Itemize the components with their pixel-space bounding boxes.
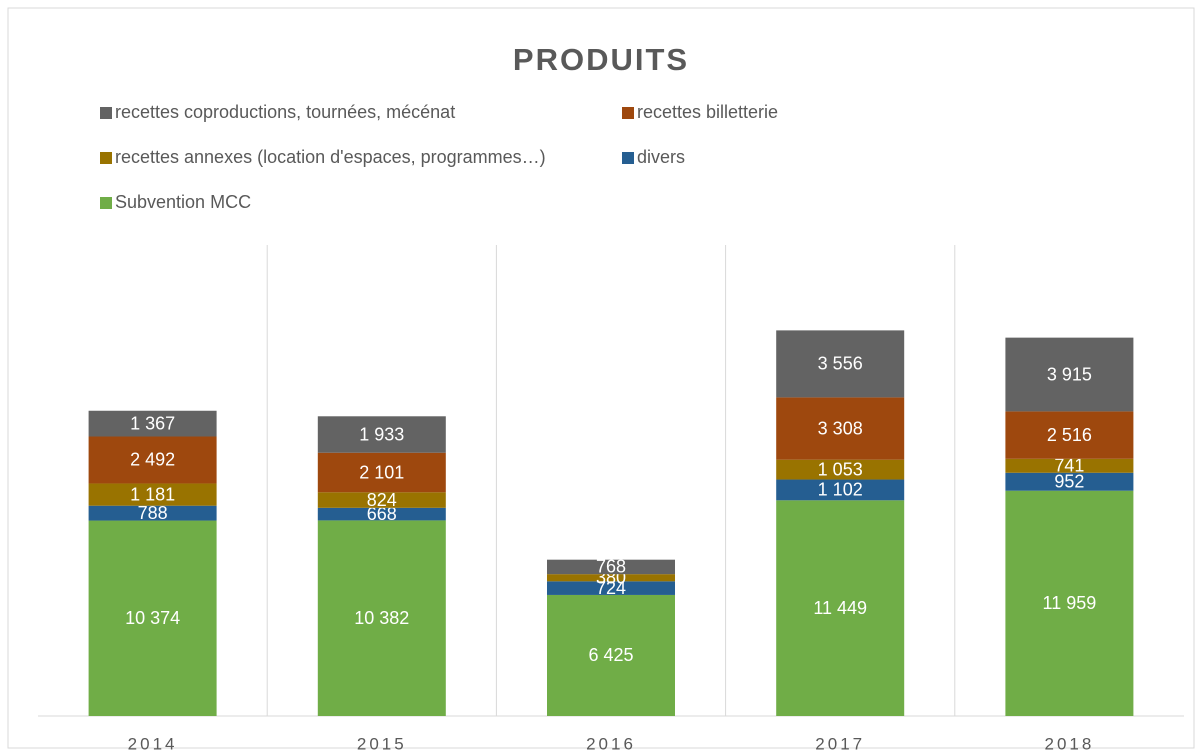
data-label: 2 492 — [130, 450, 175, 470]
legend-swatch — [100, 107, 112, 119]
bar-segment — [776, 500, 905, 716]
bar-segment — [776, 397, 905, 460]
bar-segment — [1005, 337, 1134, 412]
bar-segment — [776, 330, 905, 398]
bar-segment — [317, 492, 446, 508]
bar-segment — [88, 520, 217, 716]
legend-swatch — [622, 107, 634, 119]
data-label: 3 308 — [818, 418, 863, 438]
bar-segment — [776, 459, 905, 480]
data-label: 768 — [596, 557, 626, 577]
data-label: 2 101 — [359, 462, 404, 482]
data-label: 724 — [596, 578, 626, 598]
bar-segment — [547, 574, 675, 582]
data-label: 788 — [138, 503, 168, 523]
bar-segment — [1005, 458, 1134, 473]
data-label: 1 102 — [818, 480, 863, 500]
legend-swatch — [100, 152, 112, 164]
legend-swatch — [100, 197, 112, 209]
chart-title: PRODUITS — [513, 42, 689, 77]
bar-segment — [1005, 411, 1134, 459]
legend-swatch — [622, 152, 634, 164]
data-label: 1 933 — [359, 424, 404, 444]
x-tick-label: 2014 — [128, 734, 178, 753]
bar-segment — [1005, 490, 1134, 716]
data-label: 668 — [367, 504, 397, 524]
legend-label: divers — [637, 147, 685, 167]
bar-segment — [88, 436, 217, 484]
x-tick-label: 2018 — [1044, 734, 1094, 753]
data-label: 1 053 — [818, 459, 863, 479]
data-label: 3 915 — [1047, 364, 1092, 384]
data-label: 11 449 — [813, 598, 867, 618]
bar-segment — [88, 410, 217, 437]
legend-label: recettes annexes (location d'espaces, pr… — [115, 147, 546, 167]
data-label: 11 959 — [1043, 593, 1097, 613]
bar-segment — [776, 479, 905, 501]
data-label: 952 — [1054, 471, 1084, 491]
bar-segment — [317, 520, 446, 716]
data-label: 10 382 — [354, 608, 409, 628]
bar-segment — [1005, 472, 1134, 491]
bar-segment — [547, 559, 675, 575]
legend-label: recettes billetterie — [637, 102, 778, 122]
bar-segment — [317, 452, 446, 493]
x-tick-label: 2015 — [357, 734, 407, 753]
x-tick-label: 2016 — [586, 734, 636, 753]
data-label: 2 516 — [1047, 425, 1092, 445]
data-label: 10 374 — [125, 608, 180, 628]
data-label: 6 425 — [588, 645, 633, 665]
data-label: 824 — [367, 490, 397, 510]
legend-label: recettes coproductions, tournées, mécéna… — [115, 102, 455, 122]
bar-segment — [547, 594, 675, 716]
legend-label: Subvention MCC — [115, 192, 251, 212]
bar-segment — [317, 507, 446, 521]
data-label: 741 — [1054, 456, 1084, 476]
bar-segment — [88, 505, 217, 521]
bar-segment — [317, 416, 446, 453]
data-label: 1 181 — [130, 484, 175, 504]
data-label: 1 367 — [130, 413, 175, 433]
x-tick-label: 2017 — [815, 734, 865, 753]
bar-segment — [88, 483, 217, 506]
bar-segment — [547, 581, 675, 595]
data-label: 3 556 — [818, 354, 863, 374]
